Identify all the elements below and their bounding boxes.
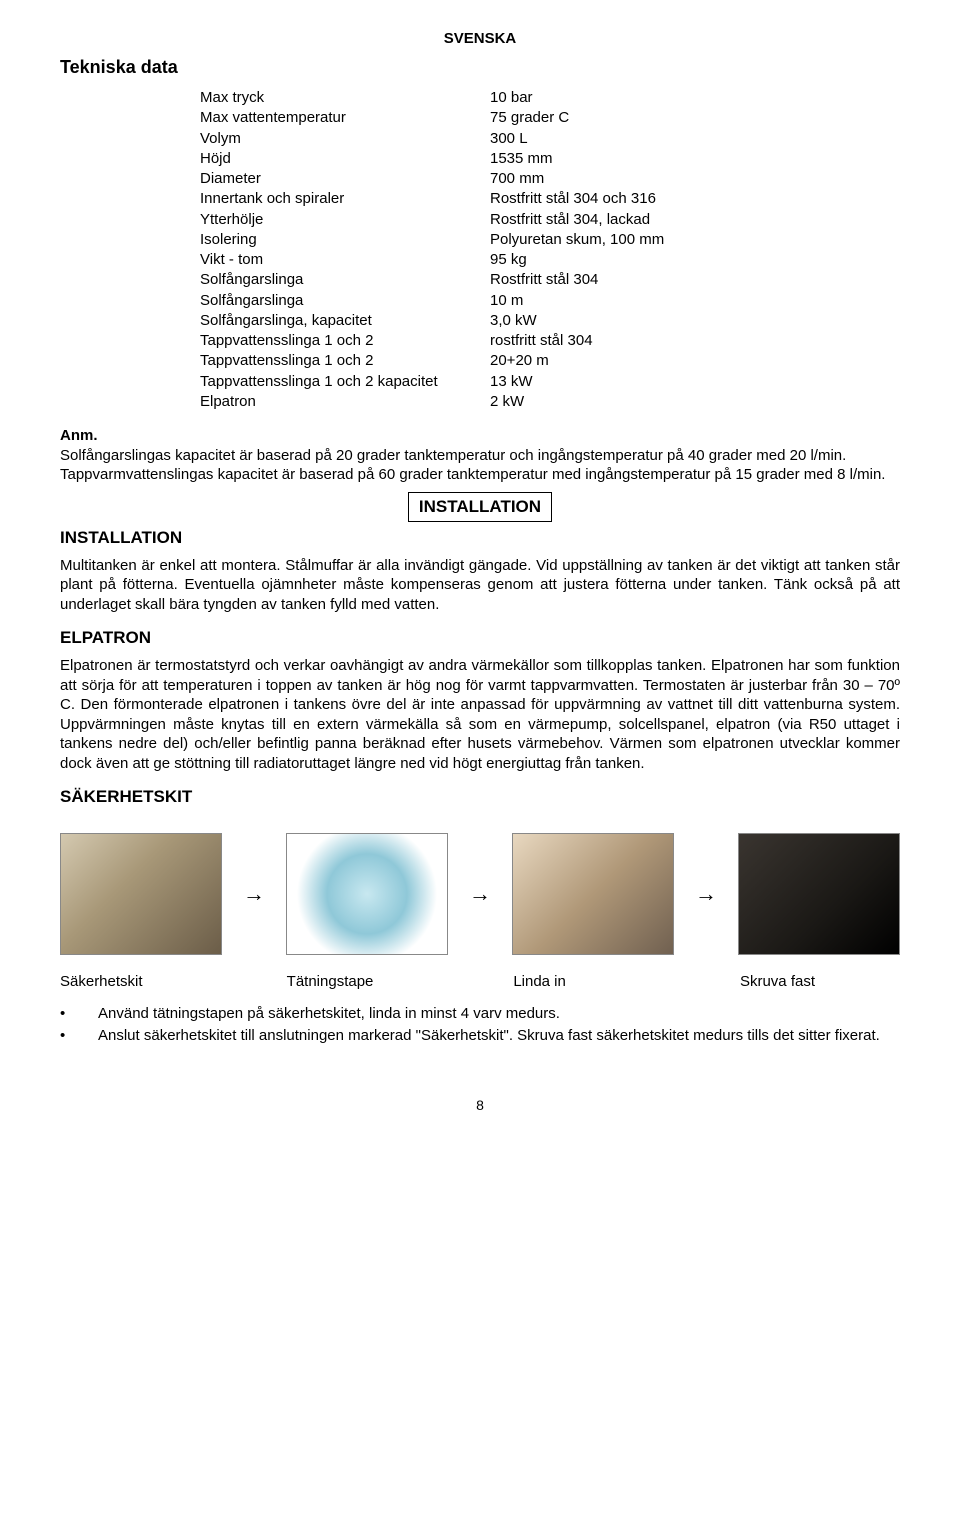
- bullet-text: Anslut säkerhetskitet till anslutningen …: [98, 1026, 880, 1046]
- spec-value: 700 mm: [490, 169, 900, 189]
- photo-screw: [738, 833, 900, 955]
- spec-value: rostfritt stål 304: [490, 331, 900, 351]
- spec-value: 1535 mm: [490, 149, 900, 169]
- spec-row: Elpatron2 kW: [200, 392, 900, 412]
- spec-label: Max vattentemperatur: [200, 108, 490, 128]
- spec-row: Diameter700 mm: [200, 169, 900, 189]
- spec-row: YtterhöljeRostfritt stål 304, lackad: [200, 210, 900, 230]
- installation-heading: INSTALLATION: [60, 528, 900, 548]
- elpatron-body: Elpatronen är termostatstyrd och verkar …: [60, 656, 900, 773]
- spec-label: Tappvattensslinga 1 och 2: [200, 351, 490, 371]
- elpatron-heading: ELPATRON: [60, 628, 900, 648]
- spec-row: Solfångarslinga10 m: [200, 291, 900, 311]
- spec-value: 95 kg: [490, 250, 900, 270]
- spec-row: Höjd1535 mm: [200, 149, 900, 169]
- spec-row: Solfångarslinga, kapacitet3,0 kW: [200, 311, 900, 331]
- caption-1: Säkerhetskit: [60, 973, 220, 990]
- bullet-text: Använd tätningstapen på säkerhetskitet, …: [98, 1004, 560, 1024]
- spec-value: 3,0 kW: [490, 311, 900, 331]
- spec-label: Solfångarslinga, kapacitet: [200, 311, 490, 331]
- bullet-item: •Anslut säkerhetskitet till anslutningen…: [60, 1026, 900, 1046]
- anm-heading: Anm.: [60, 427, 98, 444]
- arrow-icon: →: [239, 881, 269, 907]
- installation-body: Multitanken är enkel att montera. Stålmu…: [60, 556, 900, 615]
- spec-label: Vikt - tom: [200, 250, 490, 270]
- spec-label: Volym: [200, 129, 490, 149]
- specs-table: Max tryck10 bar Max vattentemperatur75 g…: [200, 88, 900, 412]
- bullet-item: •Använd tätningstapen på säkerhetskitet,…: [60, 1004, 900, 1024]
- anm-p2: Tappvarmvattenslingas kapacitet är baser…: [60, 466, 885, 483]
- spec-row: Max vattentemperatur75 grader C: [200, 108, 900, 128]
- arrow-icon: →: [465, 881, 495, 907]
- spec-value: 10 bar: [490, 88, 900, 108]
- photo-safety-kit: [60, 833, 222, 955]
- spec-label: Solfångarslinga: [200, 270, 490, 290]
- anm-p1: Solfångarslingas kapacitet är baserad på…: [60, 447, 846, 464]
- spec-row: Tappvattensslinga 1 och 220+20 m: [200, 351, 900, 371]
- spec-value: Polyuretan skum, 100 mm: [490, 230, 900, 250]
- spec-label: Solfångarslinga: [200, 291, 490, 311]
- bullet-list: •Använd tätningstapen på säkerhetskitet,…: [60, 1004, 900, 1047]
- language-header: SVENSKA: [60, 30, 900, 47]
- spec-label: Ytterhölje: [200, 210, 490, 230]
- spec-label: Diameter: [200, 169, 490, 189]
- spec-value: 10 m: [490, 291, 900, 311]
- spec-value: 2 kW: [490, 392, 900, 412]
- spec-value: 75 grader C: [490, 108, 900, 128]
- spec-row: Tappvattensslinga 1 och 2rostfritt stål …: [200, 331, 900, 351]
- spec-row: Volym300 L: [200, 129, 900, 149]
- bullet-dot-icon: •: [60, 1026, 98, 1046]
- caption-2: Tätningstape: [287, 973, 447, 990]
- bullet-dot-icon: •: [60, 1004, 98, 1024]
- spec-label: Tappvattensslinga 1 och 2: [200, 331, 490, 351]
- photo-row: → → →: [60, 833, 900, 955]
- spec-value: 300 L: [490, 129, 900, 149]
- spec-row: Innertank och spiralerRostfritt stål 304…: [200, 189, 900, 209]
- caption-row: Säkerhetskit Tätningstape Linda in Skruv…: [60, 973, 900, 990]
- spec-value: 13 kW: [490, 372, 900, 392]
- sakerhetskit-heading: SÄKERHETSKIT: [60, 787, 900, 807]
- page-number: 8: [60, 1097, 900, 1113]
- arrow-icon: →: [691, 881, 721, 907]
- spec-value: Rostfritt stål 304: [490, 270, 900, 290]
- spec-row: Vikt - tom95 kg: [200, 250, 900, 270]
- spec-label: Tappvattensslinga 1 och 2 kapacitet: [200, 372, 490, 392]
- photo-wrap: [512, 833, 674, 955]
- spec-label: Höjd: [200, 149, 490, 169]
- installation-boxed-heading: INSTALLATION: [408, 492, 552, 522]
- caption-4: Skruva fast: [740, 973, 900, 990]
- spec-row: SolfångarslingaRostfritt stål 304: [200, 270, 900, 290]
- spec-label: Innertank och spiraler: [200, 189, 490, 209]
- spec-value: 20+20 m: [490, 351, 900, 371]
- spec-value: Rostfritt stål 304 och 316: [490, 189, 900, 209]
- spec-value: Rostfritt stål 304, lackad: [490, 210, 900, 230]
- spec-label: Isolering: [200, 230, 490, 250]
- spec-row: Tappvattensslinga 1 och 2 kapacitet13 kW: [200, 372, 900, 392]
- caption-3: Linda in: [513, 973, 673, 990]
- spec-row: IsoleringPolyuretan skum, 100 mm: [200, 230, 900, 250]
- photo-sealing-tape: [286, 833, 448, 955]
- page-title: Tekniska data: [60, 57, 900, 78]
- spec-row: Max tryck10 bar: [200, 88, 900, 108]
- anm-note: Anm. Solfångarslingas kapacitet är baser…: [60, 426, 900, 485]
- spec-label: Max tryck: [200, 88, 490, 108]
- spec-label: Elpatron: [200, 392, 490, 412]
- page-container: SVENSKA Tekniska data Max tryck10 bar Ma…: [0, 0, 960, 1153]
